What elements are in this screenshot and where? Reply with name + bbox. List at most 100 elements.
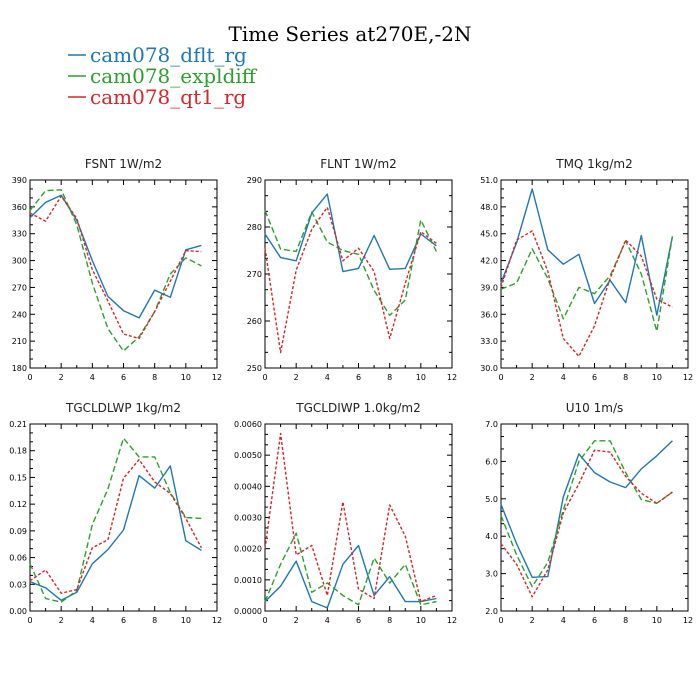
y-tick-label: 0.0020 xyxy=(234,545,262,554)
y-tick-label: 0.0060 xyxy=(234,420,262,429)
x-tick-label: 10 xyxy=(416,373,426,382)
x-tick-label: 0 xyxy=(27,616,32,625)
y-tick-label: 360 xyxy=(12,203,27,212)
plot-frame xyxy=(264,179,453,369)
x-tick-label: 8 xyxy=(152,373,157,382)
series-line xyxy=(264,210,438,317)
x-tick-label: 8 xyxy=(152,616,157,625)
y-tick-label: 2.0 xyxy=(485,607,498,616)
series-line xyxy=(29,458,203,594)
x-tick-label: 8 xyxy=(623,373,628,382)
y-tick-label: 290 xyxy=(247,176,262,185)
x-tick-label: 2 xyxy=(530,616,535,625)
x-tick-label: 12 xyxy=(212,616,222,625)
y-tick-label: 36.0 xyxy=(480,310,498,319)
y-tick-label: 0.00 xyxy=(9,607,27,616)
x-tick-label: 10 xyxy=(652,616,662,625)
y-tick-label: 0.09 xyxy=(9,527,27,536)
y-tick-label: 0.15 xyxy=(9,473,27,482)
x-tick-label: 10 xyxy=(416,616,426,625)
x-tick-label: 12 xyxy=(212,373,222,382)
x-tick-label: 4 xyxy=(90,373,95,382)
x-tick-label: 6 xyxy=(592,373,597,382)
chart-panel: TGCLDIWP 1.0kg/m2 0 2 4 6 8 10 12 0.0000 0.0010 0.… xyxy=(234,401,457,625)
series-line xyxy=(500,236,674,332)
y-tick-label: 51.0 xyxy=(480,176,498,185)
plot-frame xyxy=(264,423,453,612)
y-tick-label: 0.03 xyxy=(9,580,27,589)
y-tick-label: 5.0 xyxy=(485,495,498,504)
x-tick-label: 2 xyxy=(294,616,299,625)
y-tick-label: 270 xyxy=(247,270,262,279)
x-tick-label: 4 xyxy=(561,616,566,625)
x-tick-label: 8 xyxy=(387,373,392,382)
series-line xyxy=(29,195,202,340)
x-tick-label: 0 xyxy=(498,616,503,625)
x-tick-label: 12 xyxy=(447,373,457,382)
plot-frame xyxy=(500,179,689,369)
y-tick-label: 33.0 xyxy=(480,337,498,346)
x-tick-label: 6 xyxy=(356,373,361,382)
legend-item: cam078_qt1_rg xyxy=(68,85,246,109)
series-line xyxy=(264,193,437,273)
legend-label: cam078_expldiff xyxy=(90,64,258,88)
chart-panel: FSNT 1W/m2 0 2 4 6 8 10 12 180 210 240 270 300 330 360… xyxy=(12,157,222,382)
y-tick-label: 7.0 xyxy=(485,420,498,429)
x-tick-label: 0 xyxy=(27,373,32,382)
legend-item: cam078_expldiff xyxy=(68,64,258,88)
y-tick-label: 0.0050 xyxy=(234,451,262,460)
chart-title: FSNT 1W/m2 xyxy=(85,157,162,171)
y-tick-label: 180 xyxy=(12,364,27,373)
y-tick-label: 0.0040 xyxy=(234,482,262,491)
y-tick-label: 42.0 xyxy=(480,257,498,266)
x-tick-label: 2 xyxy=(294,373,299,382)
chart-panel: TMQ 1kg/m2 0 2 4 6 8 10 12 30.0 33.0 36.0 39.0 42.0 4… xyxy=(480,157,693,382)
chart-title: FLNT 1W/m2 xyxy=(320,157,397,171)
y-tick-label: 30.0 xyxy=(480,364,498,373)
y-tick-label: 0.06 xyxy=(9,554,27,563)
series-line xyxy=(29,465,202,601)
series-line xyxy=(500,188,674,316)
chart-panel: TGCLDLWP 1kg/m2 0 2 4 6 8 10 12 0.00 0.03 0.06 0.09… xyxy=(9,401,222,625)
series-line xyxy=(264,544,437,609)
legend-label: cam078_dflt_rg xyxy=(90,43,247,67)
x-tick-label: 12 xyxy=(447,616,457,625)
y-tick-label: 45.0 xyxy=(480,230,498,239)
series-line xyxy=(500,449,673,598)
y-tick-label: 0.12 xyxy=(9,500,27,509)
y-tick-label: 39.0 xyxy=(480,283,498,292)
x-tick-label: 4 xyxy=(90,616,95,625)
x-tick-label: 10 xyxy=(181,616,191,625)
x-tick-label: 2 xyxy=(59,616,64,625)
series-line xyxy=(264,206,437,354)
y-tick-label: 250 xyxy=(247,364,262,373)
y-tick-label: 270 xyxy=(12,283,27,292)
x-tick-label: 2 xyxy=(59,373,64,382)
x-tick-label: 6 xyxy=(592,616,597,625)
series-line xyxy=(500,440,673,588)
series-line xyxy=(500,230,673,358)
x-tick-label: 0 xyxy=(262,373,267,382)
chart-title: TMQ 1kg/m2 xyxy=(555,157,633,171)
x-tick-label: 4 xyxy=(561,373,566,382)
y-tick-label: 330 xyxy=(12,230,27,239)
legend: cam078_dflt_rg cam078_expldiff cam078_qt… xyxy=(68,43,258,109)
series-line xyxy=(29,437,202,603)
x-tick-label: 0 xyxy=(498,373,503,382)
y-tick-label: 210 xyxy=(12,337,27,346)
y-tick-label: 0.0010 xyxy=(234,576,262,585)
x-tick-label: 6 xyxy=(121,616,126,625)
x-tick-label: 10 xyxy=(652,373,662,382)
y-tick-label: 0.0030 xyxy=(234,514,262,523)
chart-panel: FLNT 1W/m2 0 2 4 6 8 10 12 250 260 270 280 290 xyxy=(247,157,457,382)
series-line xyxy=(29,189,202,352)
series-line xyxy=(29,194,202,319)
y-tick-label: 0.21 xyxy=(9,420,27,429)
panels: FSNT 1W/m20 2 4 6 8 10 12180210240270300330360… xyxy=(9,157,693,625)
series-line xyxy=(264,432,437,603)
y-tick-label: 0.0000 xyxy=(234,607,262,616)
chart-title: TGCLDIWP 1.0kg/m2 xyxy=(295,401,420,415)
y-tick-label: 4.0 xyxy=(485,532,498,541)
y-tick-label: 300 xyxy=(12,257,27,266)
